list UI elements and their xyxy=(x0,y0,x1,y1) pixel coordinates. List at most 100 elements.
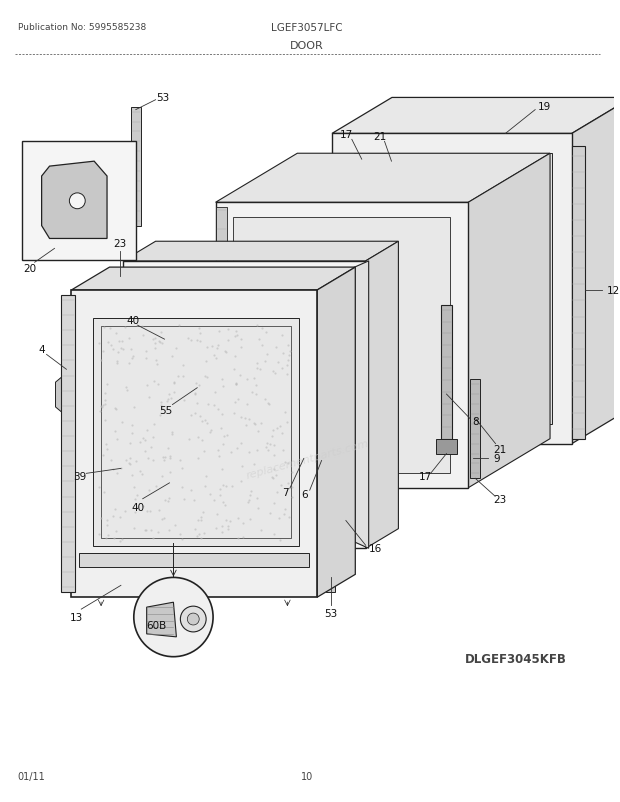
Point xyxy=(265,438,275,451)
Point xyxy=(128,350,138,363)
Polygon shape xyxy=(93,318,299,546)
Point xyxy=(284,349,294,362)
Point xyxy=(127,352,137,365)
Polygon shape xyxy=(216,154,550,203)
Point xyxy=(264,399,274,411)
Point xyxy=(195,326,205,339)
Point xyxy=(193,528,203,541)
Point xyxy=(98,399,108,411)
Point xyxy=(197,434,207,447)
Text: Publication No: 5995585238: Publication No: 5995585238 xyxy=(18,23,146,32)
Point xyxy=(166,452,175,465)
Point xyxy=(285,345,294,358)
Point xyxy=(108,532,118,545)
Point xyxy=(221,480,231,492)
Text: 23: 23 xyxy=(494,495,507,504)
Point xyxy=(130,493,140,506)
Point xyxy=(198,505,208,518)
Text: 12: 12 xyxy=(606,286,620,296)
Point xyxy=(146,441,156,454)
Text: 39: 39 xyxy=(73,472,86,482)
Polygon shape xyxy=(56,378,61,412)
Point xyxy=(125,437,135,450)
Point xyxy=(283,477,293,490)
Point xyxy=(137,468,147,481)
Point xyxy=(157,513,167,526)
Point xyxy=(202,417,212,430)
Polygon shape xyxy=(61,296,75,593)
Point xyxy=(122,384,131,397)
Point xyxy=(175,528,185,541)
Point xyxy=(166,451,175,464)
Point xyxy=(275,420,285,433)
Point xyxy=(101,532,111,545)
Point xyxy=(112,403,122,416)
Point xyxy=(124,358,134,371)
Point xyxy=(108,510,118,523)
Circle shape xyxy=(134,577,213,657)
Point xyxy=(200,480,210,493)
Point xyxy=(199,444,209,457)
Polygon shape xyxy=(71,290,317,597)
Point xyxy=(270,367,280,379)
Point xyxy=(209,399,219,412)
Point xyxy=(196,532,206,545)
Point xyxy=(221,514,231,527)
Circle shape xyxy=(187,614,199,626)
Point xyxy=(157,337,167,350)
Point xyxy=(141,524,151,537)
Point xyxy=(287,480,297,493)
Point xyxy=(268,366,278,379)
Point xyxy=(239,517,249,530)
Point xyxy=(237,460,247,473)
Point xyxy=(140,434,150,447)
Point xyxy=(100,415,110,427)
Point xyxy=(249,372,259,385)
Point xyxy=(175,454,185,467)
Point xyxy=(254,502,264,515)
Point xyxy=(282,358,292,371)
Point xyxy=(257,339,267,352)
Point xyxy=(251,379,261,392)
Polygon shape xyxy=(115,277,125,534)
Point xyxy=(218,520,228,533)
Point xyxy=(100,398,110,411)
Point xyxy=(167,350,177,363)
Text: 9: 9 xyxy=(493,453,500,464)
Point xyxy=(140,524,149,537)
Point xyxy=(112,355,122,368)
Point xyxy=(254,333,264,346)
Text: 55: 55 xyxy=(159,405,172,415)
Point xyxy=(274,512,284,525)
Point xyxy=(230,396,240,409)
Point xyxy=(99,486,109,499)
Point xyxy=(150,332,160,345)
Point xyxy=(229,363,239,376)
Point xyxy=(209,350,219,363)
Point xyxy=(212,508,222,520)
Point xyxy=(141,345,151,358)
Point xyxy=(195,379,205,391)
Point xyxy=(170,519,180,532)
Point xyxy=(167,427,177,439)
Polygon shape xyxy=(354,154,552,424)
Bar xyxy=(22,142,136,261)
Point xyxy=(171,342,181,354)
Point xyxy=(223,520,233,533)
Polygon shape xyxy=(71,268,355,290)
Point xyxy=(141,352,151,365)
Polygon shape xyxy=(141,279,348,531)
Point xyxy=(219,500,229,512)
Point xyxy=(288,491,298,504)
Point xyxy=(196,511,206,524)
Point xyxy=(257,322,267,335)
Point xyxy=(156,336,166,349)
Point xyxy=(138,431,148,444)
Point xyxy=(145,504,155,517)
Point xyxy=(210,387,220,399)
Point xyxy=(159,454,169,467)
Point xyxy=(241,419,251,431)
Point xyxy=(230,350,240,363)
Polygon shape xyxy=(572,147,585,439)
Point xyxy=(193,514,203,527)
